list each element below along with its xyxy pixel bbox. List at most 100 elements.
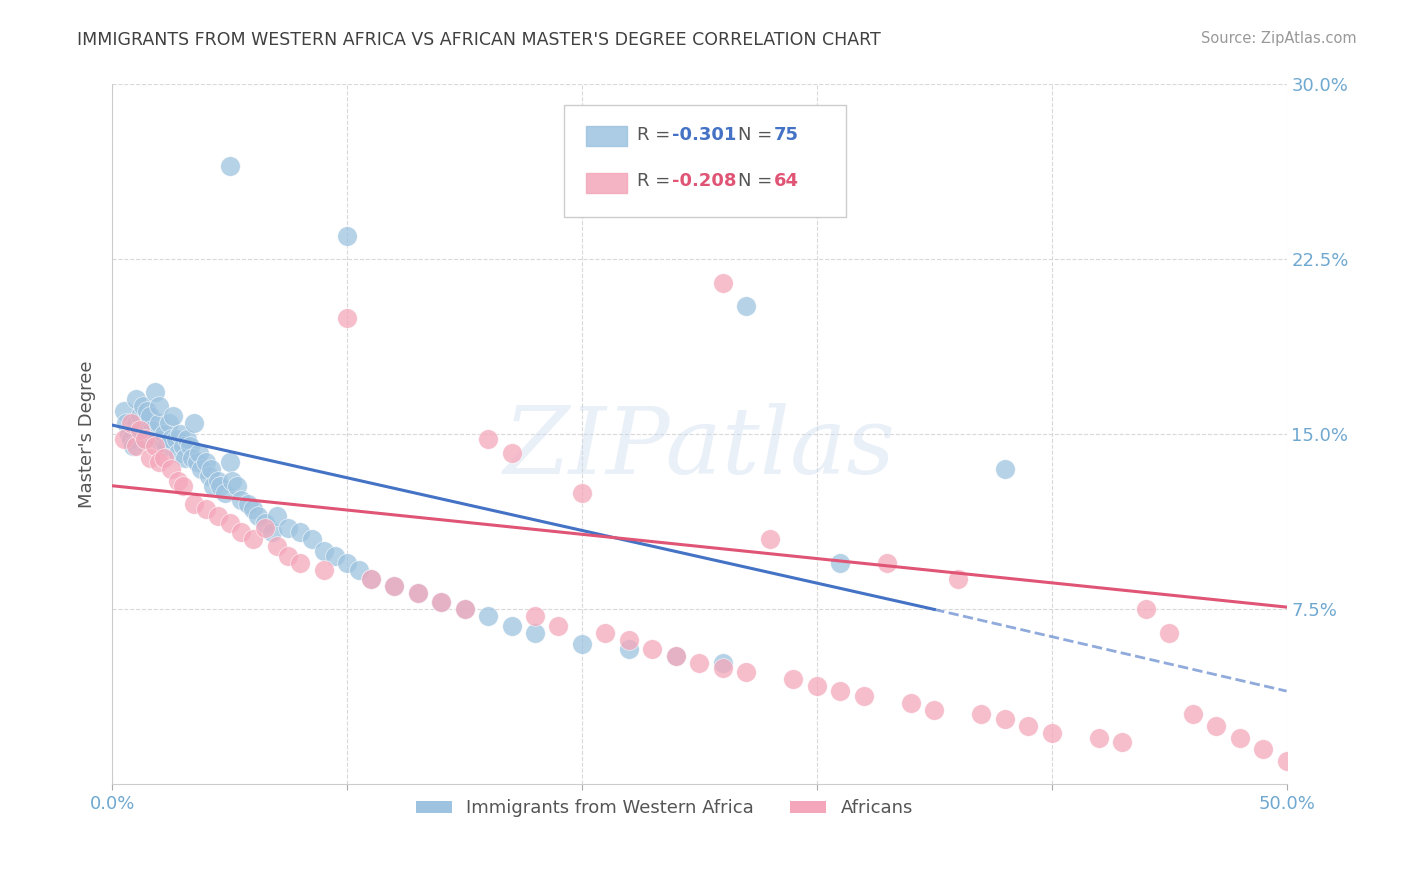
- Point: [1229, 731, 1251, 745]
- Point: [547, 619, 569, 633]
- Point: [1017, 719, 1039, 733]
- Point: [153, 450, 176, 465]
- Point: [260, 525, 283, 540]
- Point: [711, 656, 734, 670]
- Point: [830, 556, 852, 570]
- Point: [970, 707, 993, 722]
- Point: [190, 462, 212, 476]
- Point: [129, 423, 152, 437]
- Point: [595, 625, 617, 640]
- Point: [195, 502, 218, 516]
- Point: [900, 696, 922, 710]
- Point: [266, 540, 288, 554]
- Point: [571, 637, 593, 651]
- Point: [360, 572, 382, 586]
- Point: [688, 656, 710, 670]
- Point: [617, 632, 640, 647]
- Point: [134, 432, 156, 446]
- Point: [186, 455, 208, 469]
- Point: [336, 310, 359, 325]
- Point: [172, 479, 194, 493]
- Point: [277, 521, 299, 535]
- Point: [143, 385, 166, 400]
- Point: [155, 439, 177, 453]
- Y-axis label: Master's Degree: Master's Degree: [79, 360, 96, 508]
- Point: [150, 432, 173, 446]
- Point: [759, 533, 782, 547]
- Point: [148, 400, 170, 414]
- Point: [157, 416, 180, 430]
- Point: [524, 609, 547, 624]
- Point: [288, 525, 311, 540]
- Point: [1181, 707, 1204, 722]
- Point: [1135, 602, 1157, 616]
- Point: [242, 533, 264, 547]
- Point: [806, 680, 828, 694]
- Point: [477, 609, 499, 624]
- Point: [197, 469, 219, 483]
- Point: [195, 455, 218, 469]
- Point: [200, 462, 222, 476]
- Point: [141, 423, 163, 437]
- Point: [176, 432, 198, 446]
- Point: [501, 446, 523, 460]
- Point: [169, 427, 191, 442]
- Text: 75: 75: [773, 126, 799, 144]
- Point: [127, 423, 149, 437]
- Point: [1159, 625, 1181, 640]
- Point: [160, 432, 183, 446]
- Point: [406, 586, 429, 600]
- Point: [312, 563, 335, 577]
- Point: [129, 409, 152, 423]
- Point: [160, 462, 183, 476]
- Point: [501, 619, 523, 633]
- Point: [922, 703, 945, 717]
- Point: [225, 479, 247, 493]
- Point: [172, 439, 194, 453]
- Point: [1275, 754, 1298, 768]
- Point: [207, 509, 229, 524]
- Text: R =: R =: [637, 172, 676, 190]
- Point: [134, 432, 156, 446]
- Point: [132, 400, 155, 414]
- Point: [153, 427, 176, 442]
- Point: [1251, 742, 1274, 756]
- Point: [711, 661, 734, 675]
- Point: [312, 544, 335, 558]
- Point: [112, 432, 135, 446]
- Point: [453, 602, 475, 616]
- Point: [125, 392, 148, 407]
- Point: [125, 416, 148, 430]
- Point: [231, 492, 253, 507]
- Point: [336, 229, 359, 244]
- Point: [524, 625, 547, 640]
- Point: [406, 586, 429, 600]
- Point: [246, 509, 269, 524]
- Point: [665, 649, 688, 664]
- Point: [325, 549, 347, 563]
- Point: [139, 409, 162, 423]
- Point: [162, 409, 184, 423]
- Point: [360, 572, 382, 586]
- Point: [136, 404, 159, 418]
- Point: [735, 299, 758, 313]
- Text: IMMIGRANTS FROM WESTERN AFRICA VS AFRICAN MASTER'S DEGREE CORRELATION CHART: IMMIGRANTS FROM WESTERN AFRICA VS AFRICA…: [77, 31, 882, 49]
- Point: [1040, 726, 1063, 740]
- Point: [430, 595, 453, 609]
- Point: [143, 439, 166, 453]
- Point: [218, 455, 240, 469]
- Point: [202, 479, 225, 493]
- Point: [146, 432, 169, 446]
- Point: [782, 673, 804, 687]
- Bar: [585, 127, 627, 146]
- Point: [253, 521, 276, 535]
- Point: [167, 446, 190, 460]
- Point: [148, 455, 170, 469]
- Point: [1111, 735, 1133, 749]
- Point: [277, 549, 299, 563]
- Point: [183, 416, 205, 430]
- Point: [994, 462, 1017, 476]
- Point: [665, 649, 688, 664]
- Point: [209, 479, 232, 493]
- Point: [994, 712, 1017, 726]
